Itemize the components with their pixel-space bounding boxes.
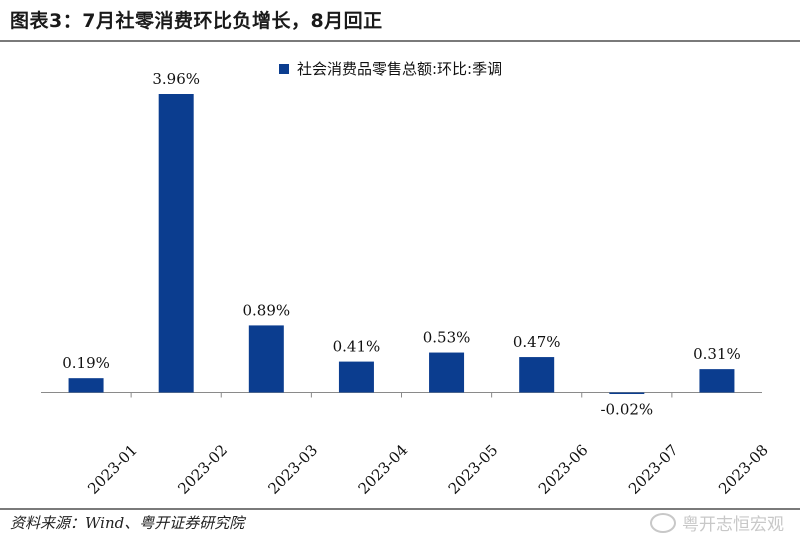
x-tick-label: 2023-01: [84, 441, 141, 498]
data-label: 0.41%: [333, 338, 381, 356]
data-label: 0.89%: [242, 301, 290, 319]
bar-chart: 0.19% 2023-01 3.96% 2023-02 0.89% 2023-03 0.41…: [41, 70, 772, 498]
data-label: 0.53%: [423, 329, 471, 347]
data-label: 0.47%: [513, 333, 561, 351]
x-tick-label: 2023-05: [445, 441, 502, 498]
bar: [158, 94, 194, 393]
bar: [699, 369, 735, 393]
x-tick-label: 2023-07: [625, 441, 682, 498]
legend-swatch: [279, 63, 289, 74]
legend-label: 社会消费品零售总额:环比:季调: [297, 60, 503, 78]
footer-divider: [0, 508, 800, 510]
x-tick-label: 2023-04: [355, 441, 412, 498]
title-divider: [0, 40, 800, 42]
data-label: 0.19%: [62, 354, 110, 372]
x-tick-label: 2023-03: [264, 441, 321, 498]
data-label: 3.96%: [152, 70, 200, 88]
x-tick-label: 2023-06: [535, 441, 592, 498]
source-note: 资料来源：Wind、粤开证券研究院: [10, 514, 245, 532]
x-tick-label: 2023-08: [715, 441, 772, 498]
watermark-text: 粤开志恒宏观: [682, 515, 784, 535]
bar: [429, 352, 465, 393]
bar: [519, 357, 555, 393]
watermark: 粤开志恒宏观: [650, 510, 784, 535]
bar: [338, 361, 374, 393]
legend: 社会消费品零售总额:环比:季调: [279, 58, 502, 79]
bar: [248, 325, 284, 393]
bar: [68, 378, 104, 393]
data-label: 0.31%: [693, 345, 741, 363]
wechat-icon: [650, 512, 676, 533]
chart-title: 图表3：7月社零消费环比负增长，8月回正: [10, 10, 383, 32]
bar: [609, 392, 645, 395]
data-label: -0.02%: [600, 401, 653, 419]
x-tick-label: 2023-02: [174, 441, 231, 498]
